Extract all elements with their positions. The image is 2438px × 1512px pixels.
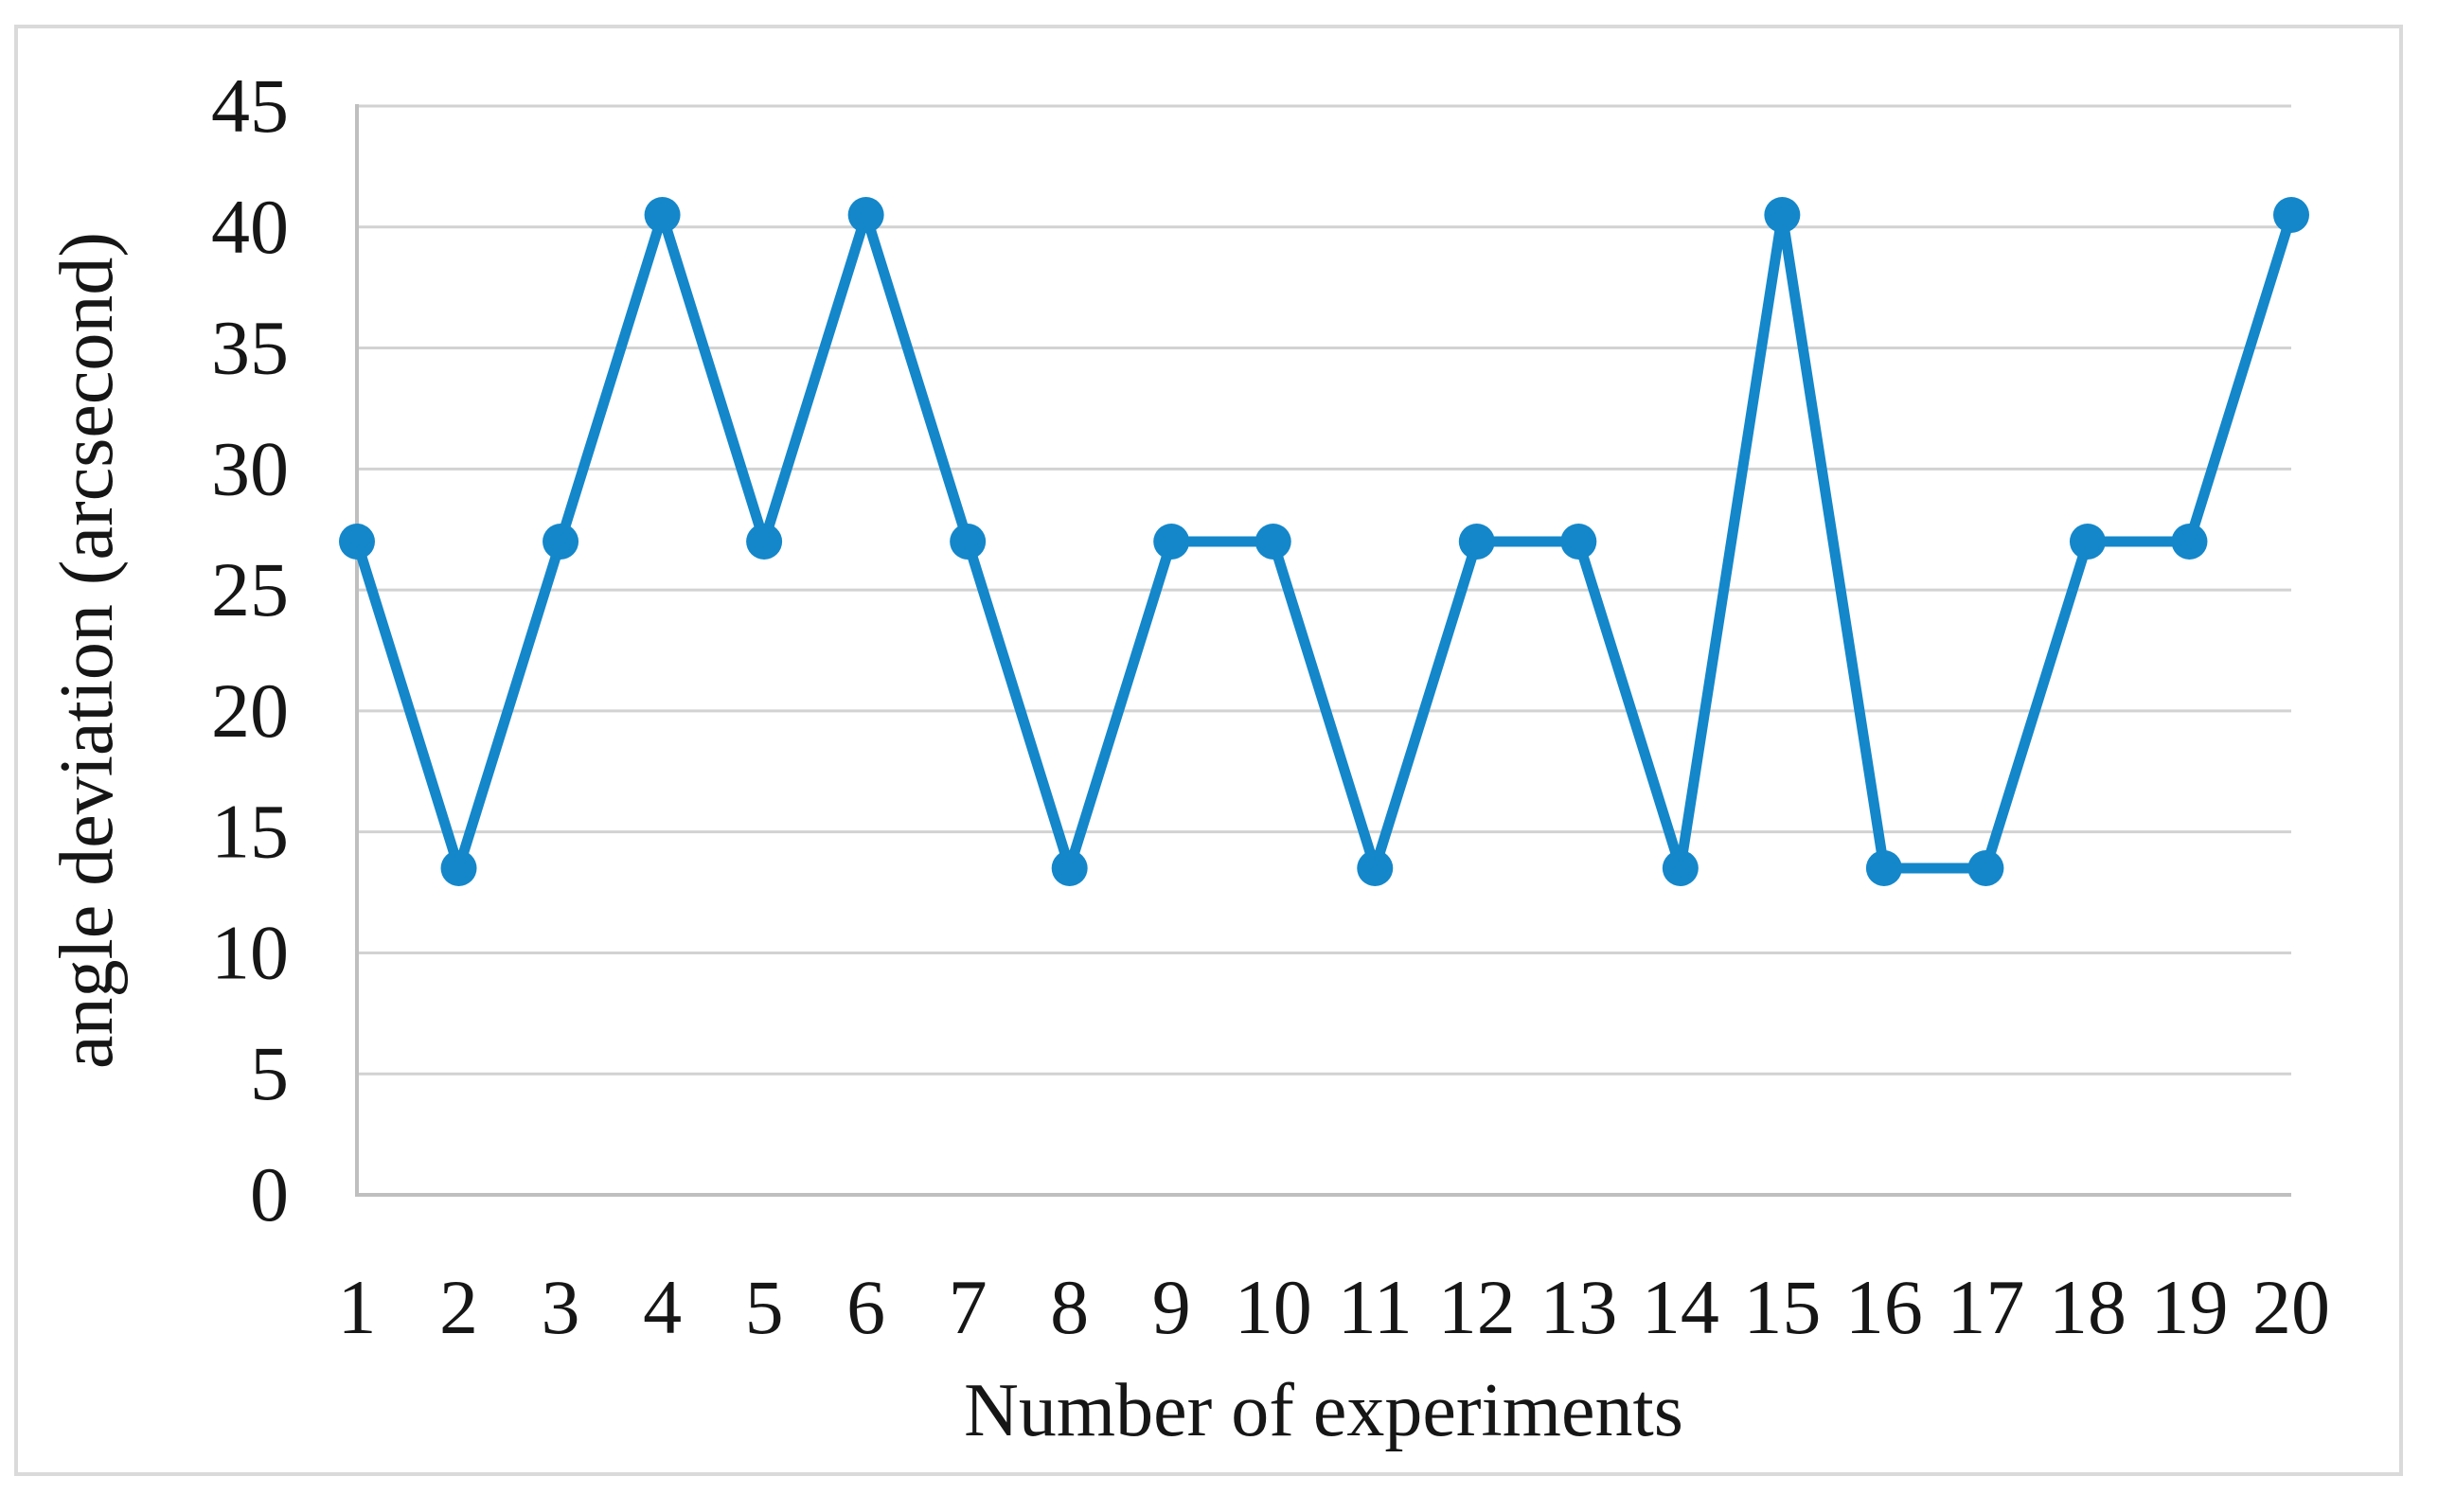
data-point-marker (847, 197, 884, 233)
data-point-marker (1458, 524, 1495, 560)
data-point-marker (1560, 524, 1597, 560)
data-point-marker (1967, 850, 2004, 886)
x-tick-label: 19 (2150, 1264, 2228, 1350)
y-tick-label: 15 (211, 789, 289, 875)
y-tick-label: 40 (211, 184, 289, 270)
data-point-marker (2273, 197, 2309, 233)
y-tick-label: 0 (250, 1151, 289, 1237)
x-tick-label: 13 (1539, 1264, 1617, 1350)
data-point-marker (2171, 524, 2208, 560)
y-tick-label: 35 (211, 305, 289, 391)
x-tick-label: 9 (1152, 1264, 1191, 1350)
gridlines (357, 104, 2291, 1076)
x-tick-label: 10 (1235, 1264, 1312, 1350)
x-tick-label: 17 (1947, 1264, 2024, 1350)
x-tick-label: 5 (745, 1264, 784, 1350)
x-tick-label: 3 (542, 1264, 580, 1350)
data-point-marker (440, 850, 477, 886)
y-tick-label: 5 (250, 1030, 289, 1116)
x-axis-tick-labels: 1 2 3 4 5 6 7 8 9 10 11 12 13 14 15 16 17 18 19 20 (338, 1264, 2331, 1350)
x-tick-label: 15 (1743, 1264, 1821, 1350)
data-point-marker (746, 524, 783, 560)
data-point-marker (950, 524, 987, 560)
y-tick-label: 25 (211, 546, 289, 632)
x-tick-label: 18 (2049, 1264, 2127, 1350)
x-tick-label: 2 (439, 1264, 478, 1350)
data-point-marker (339, 524, 375, 560)
data-point-marker (543, 524, 579, 560)
x-tick-label: 11 (1338, 1264, 1413, 1350)
x-tick-label: 20 (2252, 1264, 2330, 1350)
x-tick-label: 6 (846, 1264, 885, 1350)
y-tick-label: 45 (211, 62, 289, 149)
data-series (339, 197, 2309, 886)
data-point-marker (1662, 850, 1699, 886)
data-point-marker (1051, 850, 1088, 886)
x-tick-label: 16 (1845, 1264, 1923, 1350)
data-point-marker (644, 197, 681, 233)
data-point-marker (1764, 197, 1801, 233)
x-tick-label: 14 (1642, 1264, 1719, 1350)
y-tick-label: 10 (211, 909, 289, 995)
figure-border (14, 25, 2403, 1476)
data-point-marker (1153, 524, 1190, 560)
y-axis-title: angle deviation (arcsecond) (45, 232, 129, 1069)
data-point-marker (1865, 850, 1902, 886)
series-line (351, 209, 2297, 874)
y-tick-label: 20 (211, 667, 289, 754)
data-point-marker (1357, 850, 1394, 886)
x-tick-label: 8 (1050, 1264, 1089, 1350)
data-point-marker (2069, 524, 2106, 560)
axes (355, 104, 2291, 1197)
x-tick-label: 4 (643, 1264, 682, 1350)
y-tick-label: 30 (211, 425, 289, 511)
y-axis-tick-labels: 0 5 10 15 20 25 30 35 40 45 (211, 62, 289, 1237)
x-tick-label: 1 (338, 1264, 377, 1350)
x-axis-title: Number of experiments (964, 1369, 1683, 1452)
x-tick-label: 7 (949, 1264, 988, 1350)
x-tick-label: 12 (1438, 1264, 1516, 1350)
data-point-marker (1255, 524, 1291, 560)
